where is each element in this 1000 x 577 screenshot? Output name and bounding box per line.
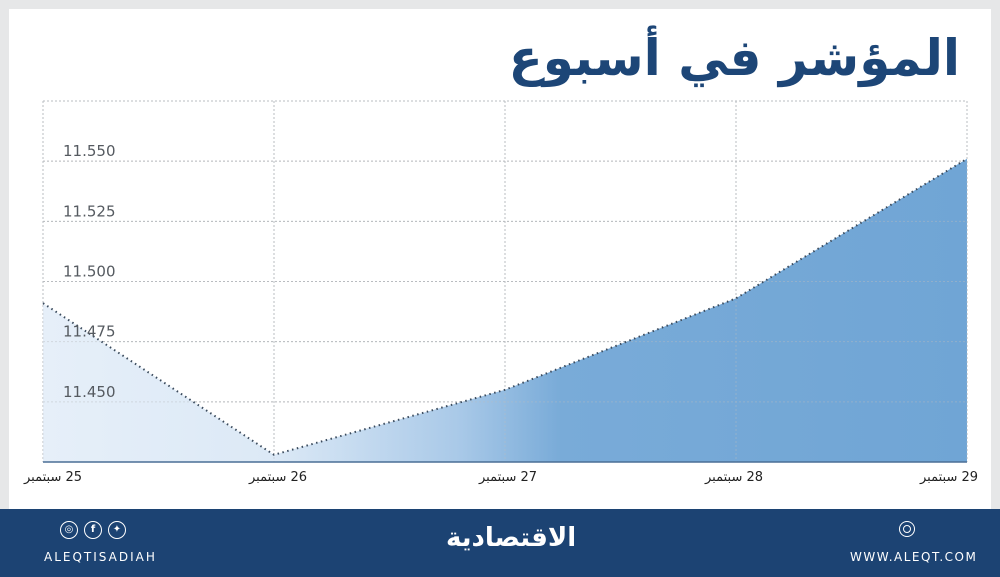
y-tick-label: 11.525 — [63, 202, 116, 220]
x-tick-label: 26 سبتمبر — [249, 470, 308, 485]
area-fill — [43, 158, 967, 463]
web-icon — [899, 521, 915, 537]
x-tick-label: 28 سبتمبر — [705, 470, 764, 485]
y-tick-label: 11.475 — [63, 323, 116, 341]
website-link[interactable]: WWW.ALEQT.COM — [850, 550, 978, 564]
chart-title: المؤشر في أسبوع — [508, 29, 960, 87]
y-tick-label: 11.450 — [63, 383, 116, 401]
data-line — [42, 157, 968, 456]
footer: ◎ f ✦ ALEQTISADIAH الاقتصادية WWW.ALEQT.… — [0, 509, 1000, 577]
x-tick-label: 29 سبتمبر — [920, 470, 979, 485]
facebook-icon[interactable]: f — [84, 521, 102, 539]
instagram-icon[interactable]: ◎ — [60, 521, 78, 539]
y-tick-label: 11.500 — [63, 263, 116, 281]
y-tick-label: 11.550 — [63, 142, 116, 160]
social-links: ◎ f ✦ — [60, 521, 126, 539]
x-tick-label: 27 سبتمبر — [479, 470, 538, 485]
brand-logo: الاقتصادية — [446, 523, 577, 553]
twitter-icon[interactable]: ✦ — [108, 521, 126, 539]
area-chart: 11.450 11.475 11.500 11.525 11.550 — [42, 100, 968, 463]
x-tick-label: 25 سبتمبر — [24, 470, 83, 485]
y-axis-ticks: 11.450 11.475 11.500 11.525 11.550 — [63, 142, 116, 401]
social-handle[interactable]: ALEQTISADIAH — [44, 550, 157, 564]
